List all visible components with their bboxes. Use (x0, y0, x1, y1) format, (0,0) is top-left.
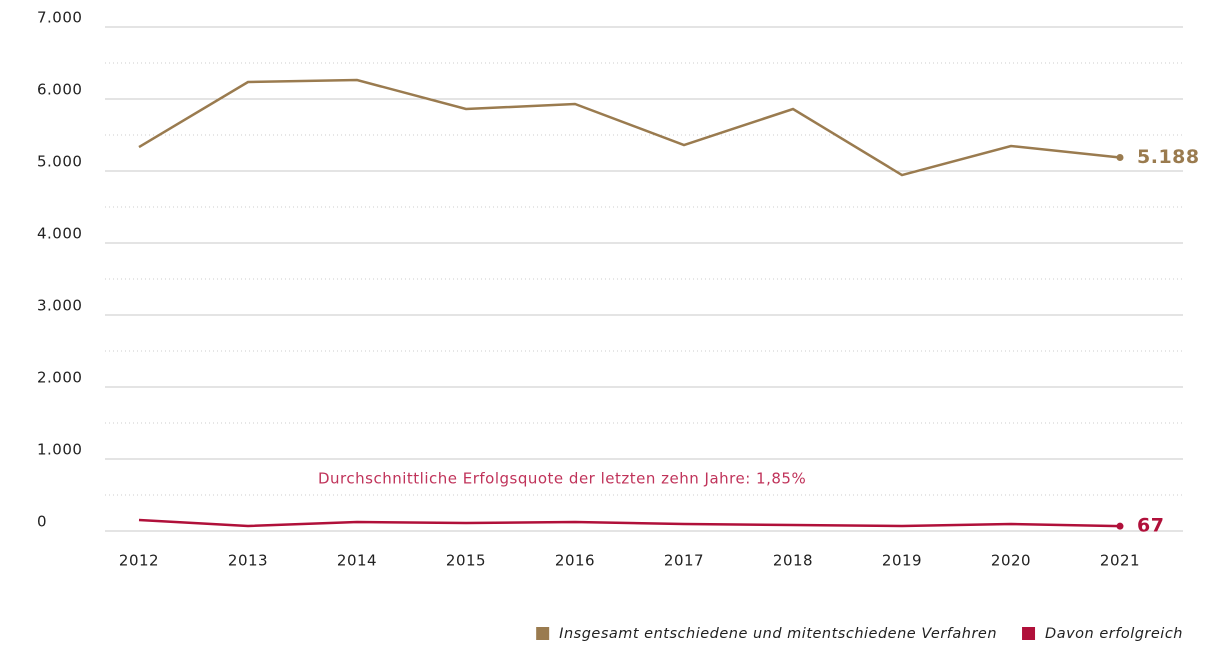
y-tick-label: 4.000 (37, 225, 82, 243)
legend-label: Davon erfolgreich (1045, 626, 1183, 642)
y-tick-label: 5.000 (37, 153, 82, 171)
line (138, 78, 1121, 177)
legend-swatch (1022, 627, 1036, 640)
value-label: 67 (1137, 515, 1164, 537)
x-tick-label: 2017 (664, 552, 704, 570)
y-tick-label: 1.000 (37, 441, 82, 459)
x-tick-label: 2018 (773, 552, 813, 570)
end-point (1116, 153, 1124, 161)
x-tick-label: 2012 (119, 552, 159, 570)
x-tick-label: 2016 (555, 552, 595, 570)
x-tick-label: 2021 (1100, 552, 1140, 570)
x-tick-label: 2015 (446, 552, 486, 570)
legend-swatch (536, 627, 550, 640)
y-tick-label: 6.000 (37, 81, 82, 99)
y-tick-label: 3.000 (37, 297, 82, 315)
end-point (1116, 522, 1124, 530)
value-label: 5.188 (1137, 146, 1200, 168)
y-tick-label: 0 (37, 513, 47, 531)
legend-label: Insgesamt entschiedene und mitentschiede… (559, 626, 997, 642)
y-tick-label: 2.000 (37, 369, 82, 387)
x-tick-label: 2013 (228, 552, 268, 570)
annotation: Durchschnittliche Erfolgsquote der letzt… (318, 470, 806, 488)
x-tick-label: 2020 (991, 552, 1031, 570)
y-tick-label: 7.000 (37, 9, 82, 27)
x-tick-label: 2019 (882, 552, 922, 570)
x-tick-label: 2014 (337, 552, 377, 570)
line (138, 518, 1121, 528)
